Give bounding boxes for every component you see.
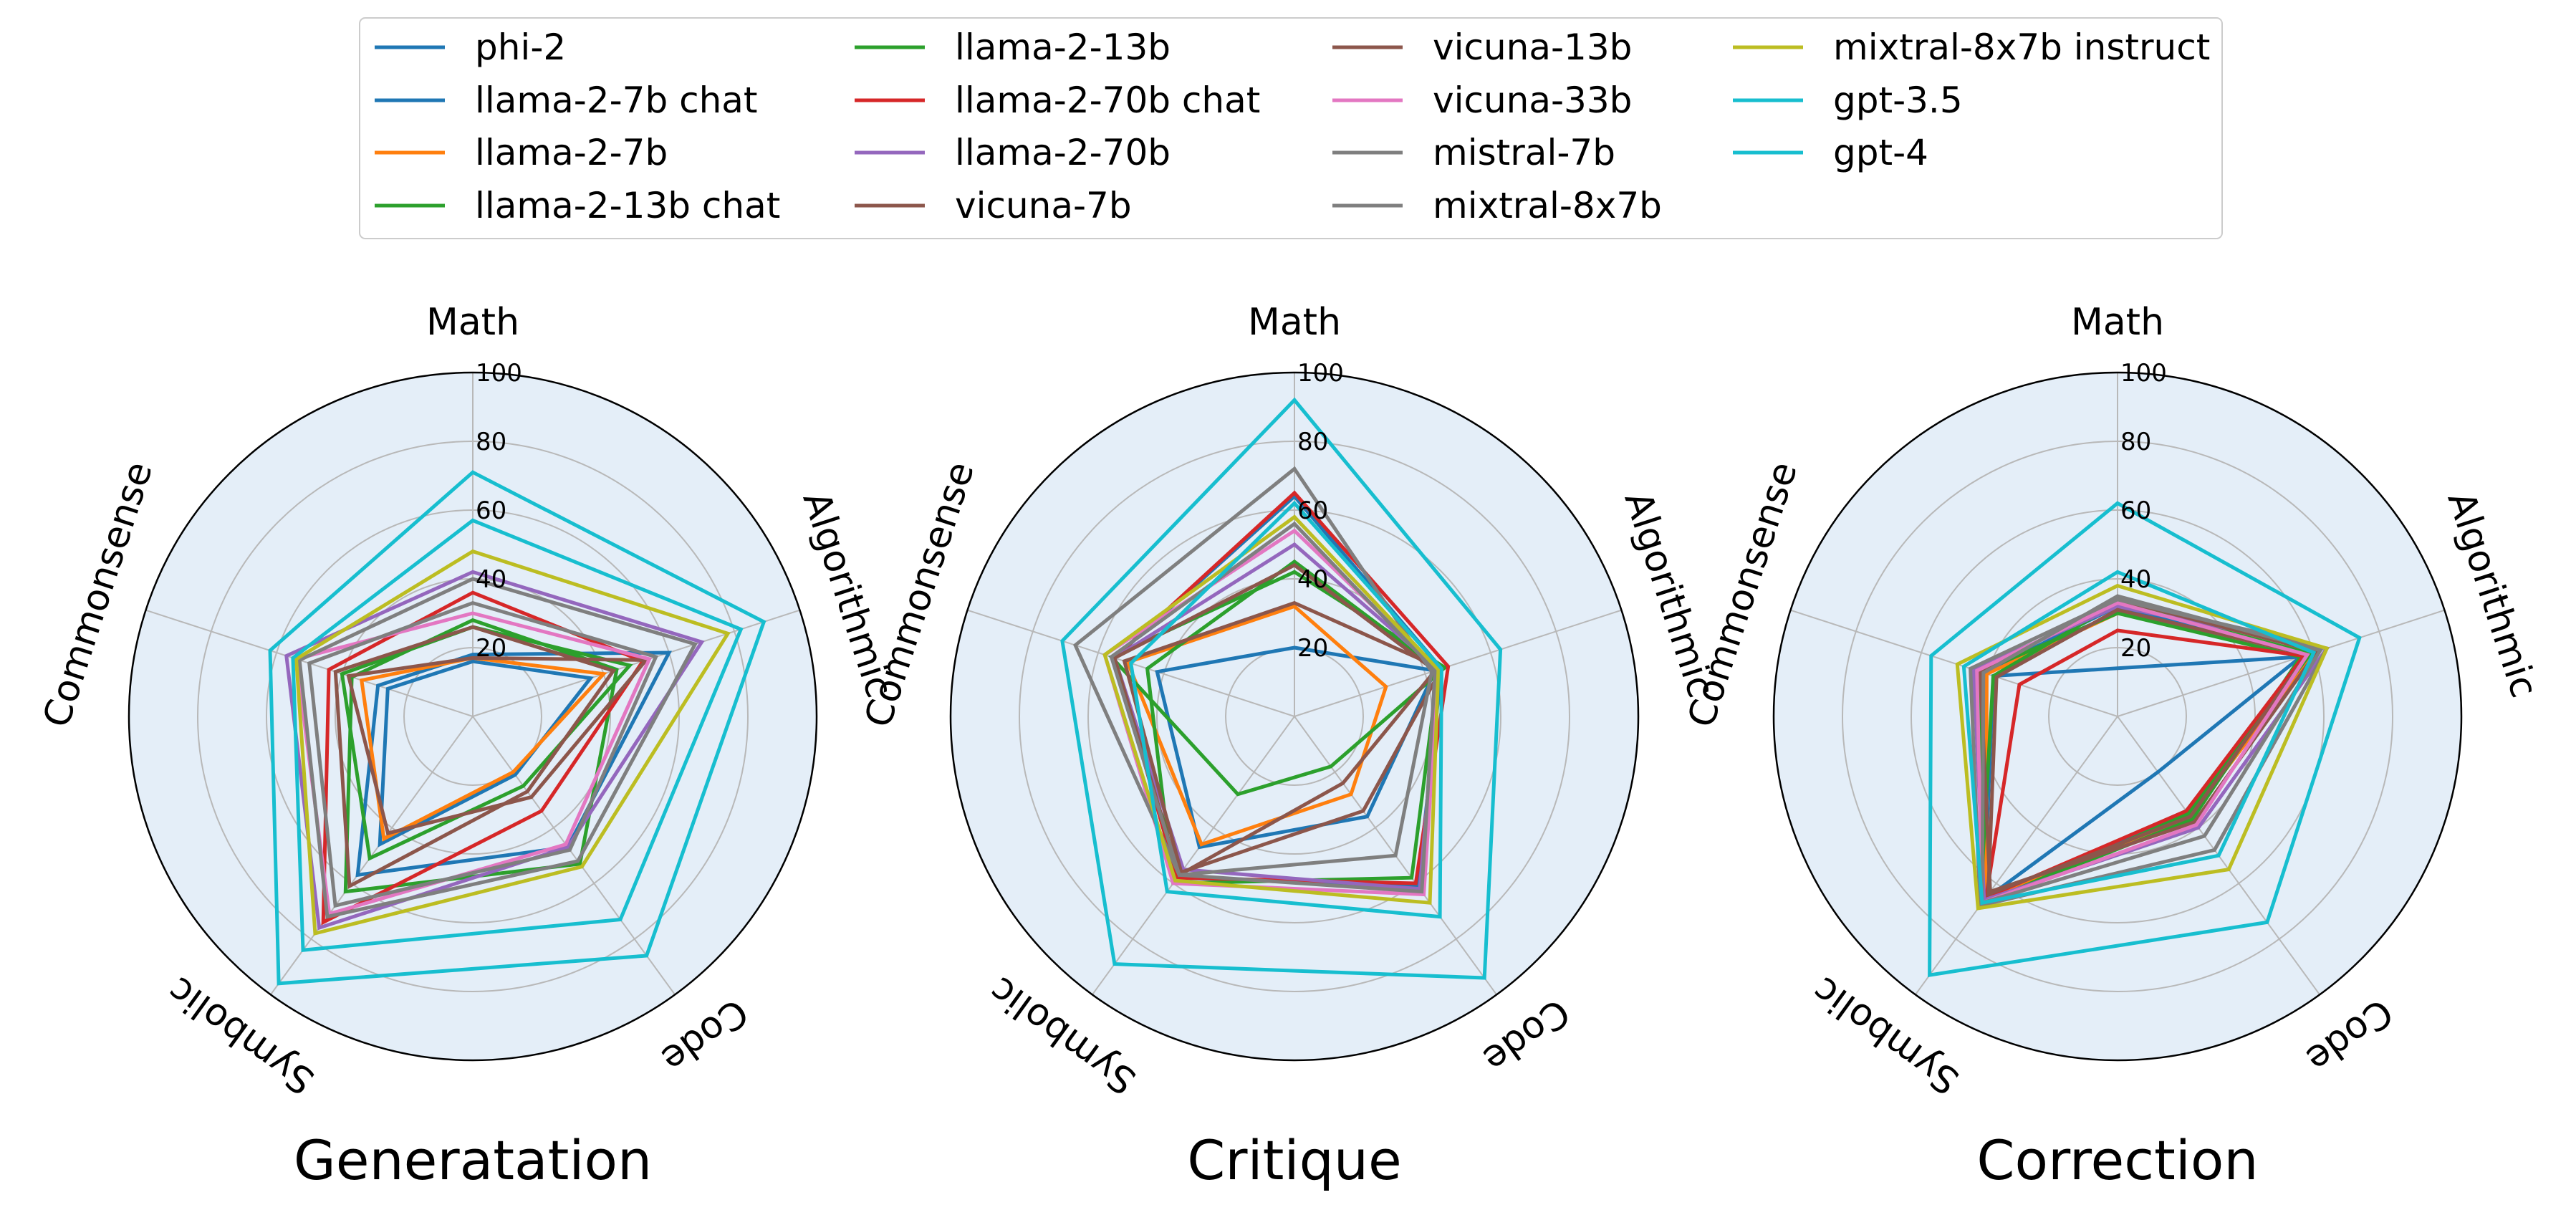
legend-label: vicuna-13b bbox=[1433, 27, 1632, 68]
tick-label: 60 bbox=[2120, 496, 2151, 525]
series-line bbox=[1109, 521, 1437, 894]
tick-label: 40 bbox=[476, 565, 506, 594]
chart-title: Critique bbox=[1187, 1128, 1402, 1192]
tick-label: 100 bbox=[1297, 359, 1344, 388]
axis-label: Math bbox=[1248, 301, 1341, 344]
grid-spoke bbox=[1915, 716, 2118, 995]
series-line bbox=[1969, 597, 2330, 908]
series-line bbox=[359, 656, 607, 842]
radar-panels: 20406080100MathAlgorithmicCodeSymbolicCo… bbox=[35, 301, 2546, 1192]
legend: phi-2 llama-2-7b chat llama-2-7b llama-2-13… bbox=[359, 17, 2223, 239]
series-line bbox=[378, 659, 594, 848]
legend-label: mixtral-8x7b bbox=[1433, 185, 1662, 226]
legend-entry: llama-2-7b chat bbox=[375, 80, 758, 121]
legend-entry: llama-2-13b bbox=[855, 27, 1171, 68]
series-line bbox=[1984, 628, 2307, 901]
legend-entry: llama-2-7b bbox=[375, 132, 668, 173]
grid-spoke bbox=[1790, 609, 2118, 717]
axis-label: Math bbox=[426, 301, 519, 344]
chart-title: Correction bbox=[1976, 1128, 2258, 1192]
axis-label: Math bbox=[2071, 301, 2164, 344]
series-line bbox=[1129, 500, 1443, 919]
series-line bbox=[343, 618, 619, 894]
legend-label: mixtral-8x7b instruct bbox=[1833, 27, 2210, 68]
series-line bbox=[1155, 645, 1438, 850]
axis-label: Code bbox=[653, 990, 756, 1081]
legend-label: vicuna-33b bbox=[1433, 80, 1632, 121]
axis-label: Code bbox=[1475, 990, 1577, 1081]
legend-entry: mistral-7b bbox=[1332, 132, 1615, 173]
series-line bbox=[268, 470, 766, 986]
legend-entry: llama-2-70b chat bbox=[855, 80, 1260, 121]
tick-label: 80 bbox=[1297, 428, 1328, 456]
tick-label: 100 bbox=[476, 359, 522, 388]
legend-entry: gpt-3.5 bbox=[1733, 80, 1963, 121]
axis-label: Code bbox=[2298, 990, 2400, 1081]
series-line bbox=[284, 570, 705, 931]
series-line bbox=[307, 600, 659, 908]
legend-entry: mixtral-8x7b bbox=[1332, 185, 1662, 226]
legend-entry: gpt-4 bbox=[1733, 132, 1928, 173]
tick-label: 80 bbox=[476, 428, 506, 456]
series-line bbox=[1928, 501, 2362, 978]
legend-label: llama-2-7b chat bbox=[475, 80, 758, 121]
tick-label: 80 bbox=[2120, 428, 2151, 456]
radar-panel: 20406080100MathAlgorithmicCodeSymbolicCo… bbox=[1680, 301, 2546, 1192]
outer-frame bbox=[128, 371, 818, 1062]
legend-entry: llama-2-70b bbox=[855, 132, 1171, 173]
tick-label: 100 bbox=[2120, 359, 2167, 388]
tick-label: 60 bbox=[476, 496, 506, 525]
legend-label: llama-2-13b bbox=[955, 27, 1171, 68]
legend-label: llama-2-13b chat bbox=[475, 185, 780, 226]
legend-entry: vicuna-33b bbox=[1332, 80, 1632, 121]
tick-label: 20 bbox=[2120, 634, 2151, 663]
grid-spoke bbox=[472, 716, 676, 995]
series-line bbox=[297, 577, 698, 919]
legend-entry: vicuna-7b bbox=[855, 185, 1132, 226]
series-line bbox=[333, 625, 617, 889]
legend-label: mistral-7b bbox=[1433, 132, 1615, 173]
tick-label: 60 bbox=[1297, 496, 1328, 525]
series-line bbox=[294, 549, 731, 936]
series-line bbox=[1975, 600, 2310, 906]
series-line bbox=[291, 518, 744, 952]
series-line bbox=[1112, 562, 1438, 878]
legend-label: gpt-3.5 bbox=[1833, 80, 1963, 121]
grid-spoke bbox=[1294, 609, 1622, 717]
tick-label: 20 bbox=[476, 634, 506, 663]
tick-label: 40 bbox=[1297, 565, 1328, 594]
outer-frame bbox=[1772, 371, 2463, 1062]
radar-panel: 20406080100MathAlgorithmicCodeSymbolicCo… bbox=[35, 301, 901, 1192]
grid-spoke bbox=[1092, 716, 1295, 995]
legend-label: llama-2-70b bbox=[955, 132, 1171, 173]
series-line bbox=[1060, 397, 1503, 980]
legend-label: llama-2-70b chat bbox=[955, 80, 1260, 121]
series-line bbox=[1982, 654, 2307, 904]
tick-label: 40 bbox=[2120, 565, 2151, 594]
radar-panel: 20406080100MathAlgorithmicCodeSymbolicCo… bbox=[857, 301, 1723, 1192]
series-line bbox=[346, 656, 650, 836]
tick-label: 20 bbox=[1297, 634, 1328, 663]
legend-frame bbox=[359, 17, 2223, 239]
series-line bbox=[1955, 583, 2330, 911]
chart-title: Generatation bbox=[294, 1128, 652, 1192]
legend-entry: vicuna-13b bbox=[1332, 27, 1632, 68]
legend-label: llama-2-7b bbox=[475, 132, 668, 173]
legend-entry: mixtral-8x7b instruct bbox=[1733, 27, 2210, 68]
grid-spoke bbox=[2117, 609, 2445, 717]
series-line bbox=[1961, 570, 2317, 906]
legend-label: gpt-4 bbox=[1833, 132, 1928, 173]
legend-label: phi-2 bbox=[475, 27, 566, 68]
grid-spoke bbox=[472, 609, 800, 717]
legend-entry: llama-2-13b chat bbox=[375, 185, 780, 226]
series-line bbox=[1102, 514, 1441, 905]
legend-entry: phi-2 bbox=[375, 27, 566, 68]
legend-label: vicuna-7b bbox=[955, 185, 1132, 226]
outer-frame bbox=[949, 371, 1640, 1062]
